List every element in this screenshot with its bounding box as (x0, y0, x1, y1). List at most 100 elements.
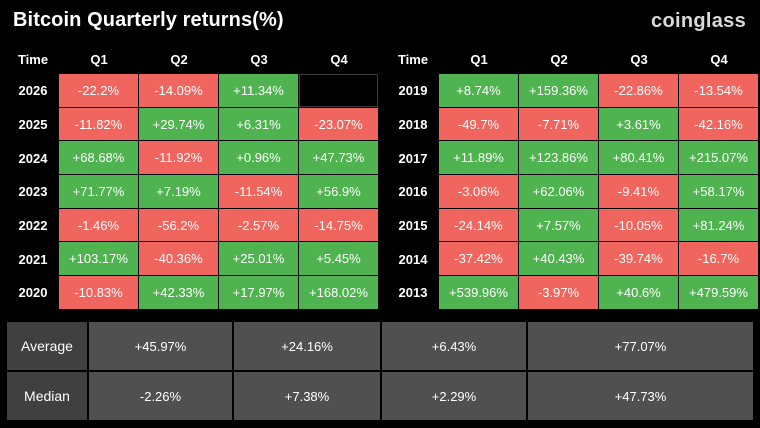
return-cell-2018-q3: +3.61% (599, 107, 678, 141)
summary-value-q4: +77.07% (528, 322, 753, 370)
summary-value-q2: +24.16% (234, 322, 380, 370)
return-cell-2023-q3: -11.54% (219, 175, 298, 208)
left-header-q1: Q1 (90, 51, 108, 67)
left-header-q4: Q4 (330, 51, 348, 67)
year-label: 2023 (18, 184, 48, 200)
left-row-2026: 2026 -22.2% -14.09% +11.34% (7, 74, 379, 108)
year-label: 2013 (398, 285, 428, 301)
year-label: 2019 (398, 83, 428, 99)
right-row-2017: 2017 +11.89% +123.86% +80.41% +215.07% (387, 141, 759, 175)
left-row-2022: 2022 -1.46% -56.2% -2.57% -14.75% (7, 208, 379, 243)
year-label: 2017 (398, 150, 428, 166)
right-table-header: Time Q1 Q2 Q3 Q4 (387, 44, 759, 74)
return-cell-2014-q2: +40.43% (519, 242, 598, 276)
return-cell-2026-q3: +11.34% (219, 74, 298, 107)
return-cell-2017-q3: +80.41% (599, 141, 678, 175)
left-header-q3: Q3 (250, 51, 268, 67)
return-cell-2017-q4: +215.07% (679, 141, 758, 175)
return-cell-2015-q4: +81.24% (679, 208, 758, 242)
right-returns-table: 2019 +8.74% +159.36% -22.86% -13.54% 2018 -49.… (387, 74, 759, 310)
return-cell-2017-q1: +11.89% (439, 141, 518, 175)
year-label: 2020 (18, 285, 48, 301)
summary-value-q1: -2.26% (89, 372, 232, 420)
year-label: 2018 (398, 117, 428, 133)
summary-value-q1: +45.97% (89, 322, 232, 370)
return-cell-2026-q4 (299, 74, 378, 107)
return-cell-2025-q1: -11.82% (59, 107, 138, 141)
return-cell-2024-q2: -11.92% (139, 141, 218, 175)
return-cell-2017-q2: +123.86% (519, 141, 598, 175)
right-row-2018: 2018 -49.7% -7.71% +3.61% -42.16% (387, 107, 759, 142)
return-cell-2014-q3: -39.74% (599, 242, 678, 276)
return-cell-2019-q1: +8.74% (439, 74, 518, 107)
return-cell-2013-q3: +40.6% (599, 276, 678, 309)
summary-row-median: Median -2.26% +7.38% +2.29% +47.73% (7, 372, 753, 420)
left-row-2024: 2024 +68.68% -11.92% +0.96% +47.73% (7, 141, 379, 175)
return-cell-2019-q3: -22.86% (599, 74, 678, 107)
return-cell-2022-q3: -2.57% (219, 208, 298, 242)
return-cell-2025-q2: +29.74% (139, 107, 218, 141)
summary-value-q4: +47.73% (528, 372, 753, 420)
right-row-2014: 2014 -37.42% +40.43% -39.74% -16.7% (387, 242, 759, 276)
return-cell-2016-q2: +62.06% (519, 175, 598, 208)
return-cell-2024-q3: +0.96% (219, 141, 298, 175)
return-cell-2013-q1: +539.96% (439, 276, 518, 309)
year-label: 2022 (18, 218, 48, 234)
return-cell-2015-q2: +7.57% (519, 208, 598, 242)
return-cell-2014-q1: -37.42% (439, 242, 518, 276)
return-cell-2013-q4: +479.59% (679, 276, 758, 309)
left-row-2025: 2025 -11.82% +29.74% +6.31% -23.07% (7, 107, 379, 142)
return-cell-2019-q4: -13.54% (679, 74, 758, 107)
year-label: 2026 (18, 83, 48, 99)
return-cell-2021-q3: +25.01% (219, 242, 298, 276)
left-row-2023: 2023 +71.77% +7.19% -11.54% +56.9% (7, 175, 379, 209)
return-cell-2018-q4: -42.16% (679, 107, 758, 141)
left-row-2021: 2021 +103.17% -40.36% +25.01% +5.45% (7, 242, 379, 276)
return-cell-2022-q1: -1.46% (59, 208, 138, 242)
year-label: 2016 (398, 184, 428, 200)
right-header-time: Time (397, 51, 429, 67)
brand-logo: coinglass (651, 10, 746, 32)
right-header-q1: Q1 (470, 51, 488, 67)
return-cell-2015-q1: -24.14% (439, 208, 518, 242)
summary-value-q2: +7.38% (234, 372, 380, 420)
right-header-q3: Q3 (630, 51, 648, 67)
return-cell-2021-q4: +5.45% (299, 242, 378, 276)
return-cell-2026-q1: -22.2% (59, 74, 138, 107)
return-cell-2023-q4: +56.9% (299, 175, 378, 208)
return-cell-2018-q2: -7.71% (519, 107, 598, 141)
left-returns-table: 2026 -22.2% -14.09% +11.34% 2025 -11.82% +29.7… (7, 74, 379, 310)
right-header-q4: Q4 (710, 51, 728, 67)
return-cell-2019-q2: +159.36% (519, 74, 598, 107)
return-cell-2024-q1: +68.68% (59, 141, 138, 175)
chart-title: Bitcoin Quarterly returns(%) (13, 9, 284, 31)
return-cell-2026-q2: -14.09% (139, 74, 218, 107)
return-cell-2022-q4: -14.75% (299, 208, 378, 242)
year-label: 2014 (398, 251, 428, 267)
year-label: 2024 (18, 150, 48, 166)
summary-label: Median (7, 372, 87, 420)
return-cell-2021-q1: +103.17% (59, 242, 138, 276)
summary-label: Average (7, 322, 87, 370)
left-table-header: Time Q1 Q2 Q3 Q4 (7, 44, 379, 74)
return-cell-2014-q4: -16.7% (679, 242, 758, 276)
return-cell-2018-q1: -49.7% (439, 107, 518, 141)
summary-table: Average +45.97% +24.16% +6.43% +77.07% Median… (7, 322, 753, 422)
right-row-2013: 2013 +539.96% -3.97% +40.6% +479.59% (387, 276, 759, 310)
return-cell-2023-q1: +71.77% (59, 175, 138, 208)
right-row-2019: 2019 +8.74% +159.36% -22.86% -13.54% (387, 74, 759, 108)
return-cell-2016-q3: -9.41% (599, 175, 678, 208)
year-label: 2015 (398, 218, 428, 234)
summary-row-average: Average +45.97% +24.16% +6.43% +77.07% (7, 322, 753, 370)
right-row-2015: 2015 -24.14% +7.57% -10.05% +81.24% (387, 208, 759, 243)
summary-value-q3: +2.29% (382, 372, 526, 420)
left-header-time: Time (17, 51, 49, 67)
left-row-2020: 2020 -10.83% +42.33% +17.97% +168.02% (7, 276, 379, 310)
left-header-q2: Q2 (170, 51, 188, 67)
return-cell-2021-q2: -40.36% (139, 242, 218, 276)
right-row-2016: 2016 -3.06% +62.06% -9.41% +58.17% (387, 175, 759, 209)
return-cell-2020-q2: +42.33% (139, 276, 218, 309)
return-cell-2020-q3: +17.97% (219, 276, 298, 309)
return-cell-2016-q4: +58.17% (679, 175, 758, 208)
return-cell-2020-q4: +168.02% (299, 276, 378, 309)
